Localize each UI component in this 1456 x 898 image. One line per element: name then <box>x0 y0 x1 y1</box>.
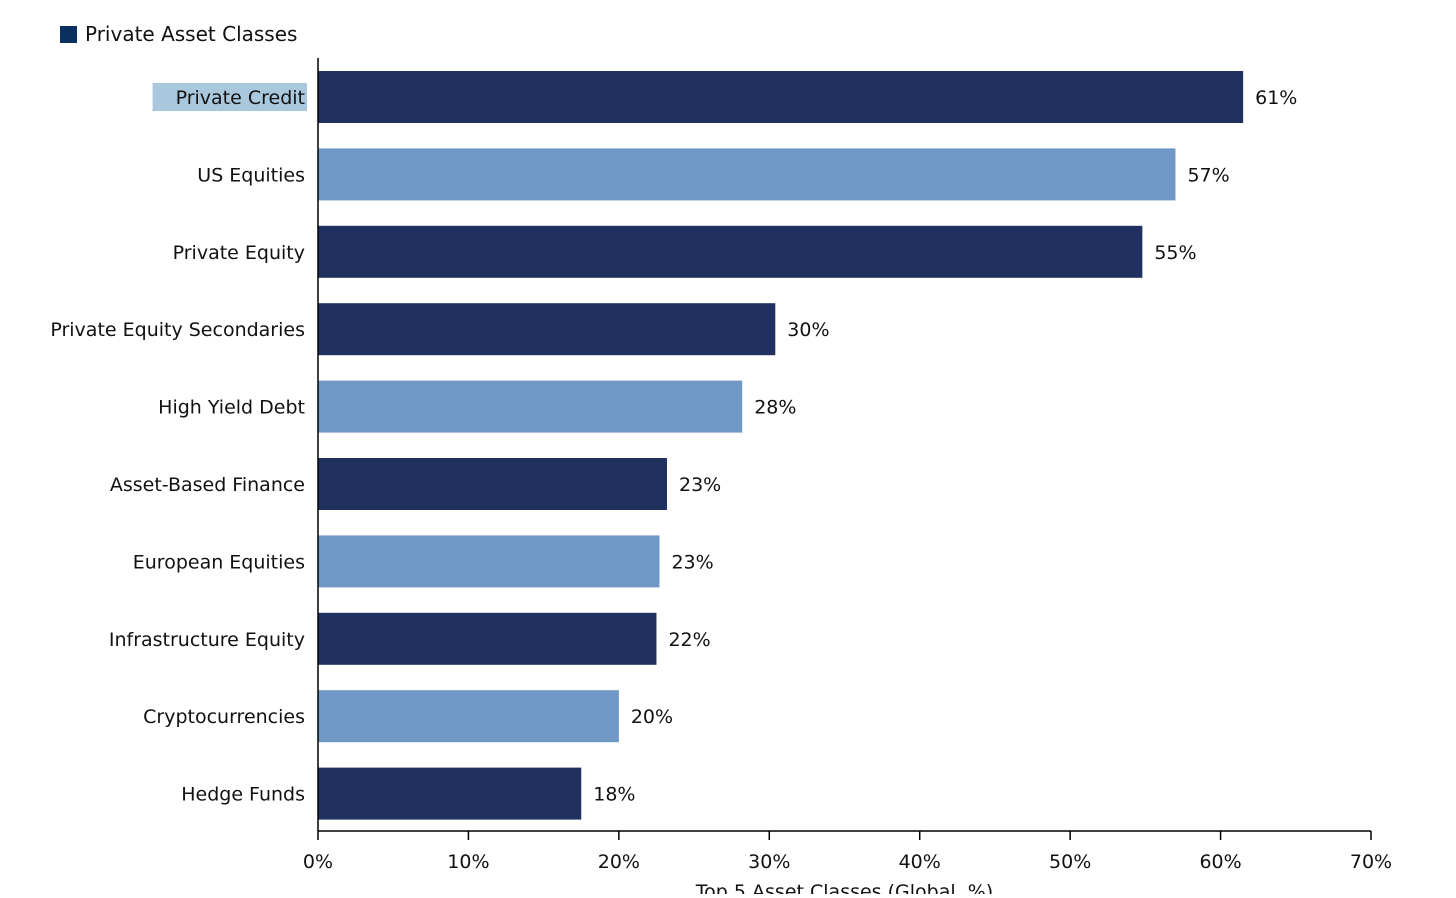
x-axis-title: Top 5 Asset Classes (Global, %) <box>695 881 993 894</box>
data-label: 23% <box>679 474 721 496</box>
legend-label: Private Asset Classes <box>85 22 298 46</box>
x-tick-label: 0% <box>303 851 333 873</box>
category-label: Hedge Funds <box>181 784 305 806</box>
x-tick-label: 60% <box>1199 851 1241 873</box>
category-label: Asset-Based Finance <box>110 474 305 496</box>
category-label: Cryptocurrencies <box>143 706 305 728</box>
category-label: US Equities <box>197 164 305 186</box>
category-label: European Equities <box>133 551 305 573</box>
x-tick-label: 20% <box>598 851 640 873</box>
data-label: 22% <box>668 629 710 651</box>
bar-5 <box>318 458 667 510</box>
x-tick-label: 50% <box>1049 851 1091 873</box>
bar-8 <box>318 690 619 743</box>
data-label: 57% <box>1187 164 1229 186</box>
x-tick-label: 40% <box>899 851 941 873</box>
data-label: 23% <box>671 551 713 573</box>
category-label-highlight <box>152 83 307 111</box>
data-label: 55% <box>1154 242 1196 264</box>
data-label: 28% <box>754 397 796 419</box>
bar-7 <box>318 612 657 665</box>
bar-4 <box>318 380 743 433</box>
x-tick-label: 70% <box>1350 851 1392 873</box>
bar-1 <box>318 148 1176 201</box>
x-tick-label: 10% <box>447 851 489 873</box>
bar-2 <box>318 225 1143 278</box>
bar-3 <box>318 303 776 356</box>
data-label: 30% <box>787 319 829 341</box>
data-label: 61% <box>1255 87 1297 109</box>
category-label: Private Equity Secondaries <box>50 319 305 341</box>
bar-9 <box>318 767 582 820</box>
category-label: Infrastructure Equity <box>109 629 305 651</box>
legend-swatch <box>60 25 77 43</box>
bar-6 <box>318 535 660 588</box>
x-tick-label: 30% <box>748 851 790 873</box>
category-label: Private Credit <box>176 87 305 109</box>
data-label: 20% <box>631 706 673 728</box>
category-label: High Yield Debt <box>158 397 305 419</box>
data-label: 18% <box>593 784 635 806</box>
category-label: Private Equity <box>173 242 305 264</box>
bar-0 <box>318 71 1244 123</box>
legend: Private Asset Classes <box>60 22 297 46</box>
